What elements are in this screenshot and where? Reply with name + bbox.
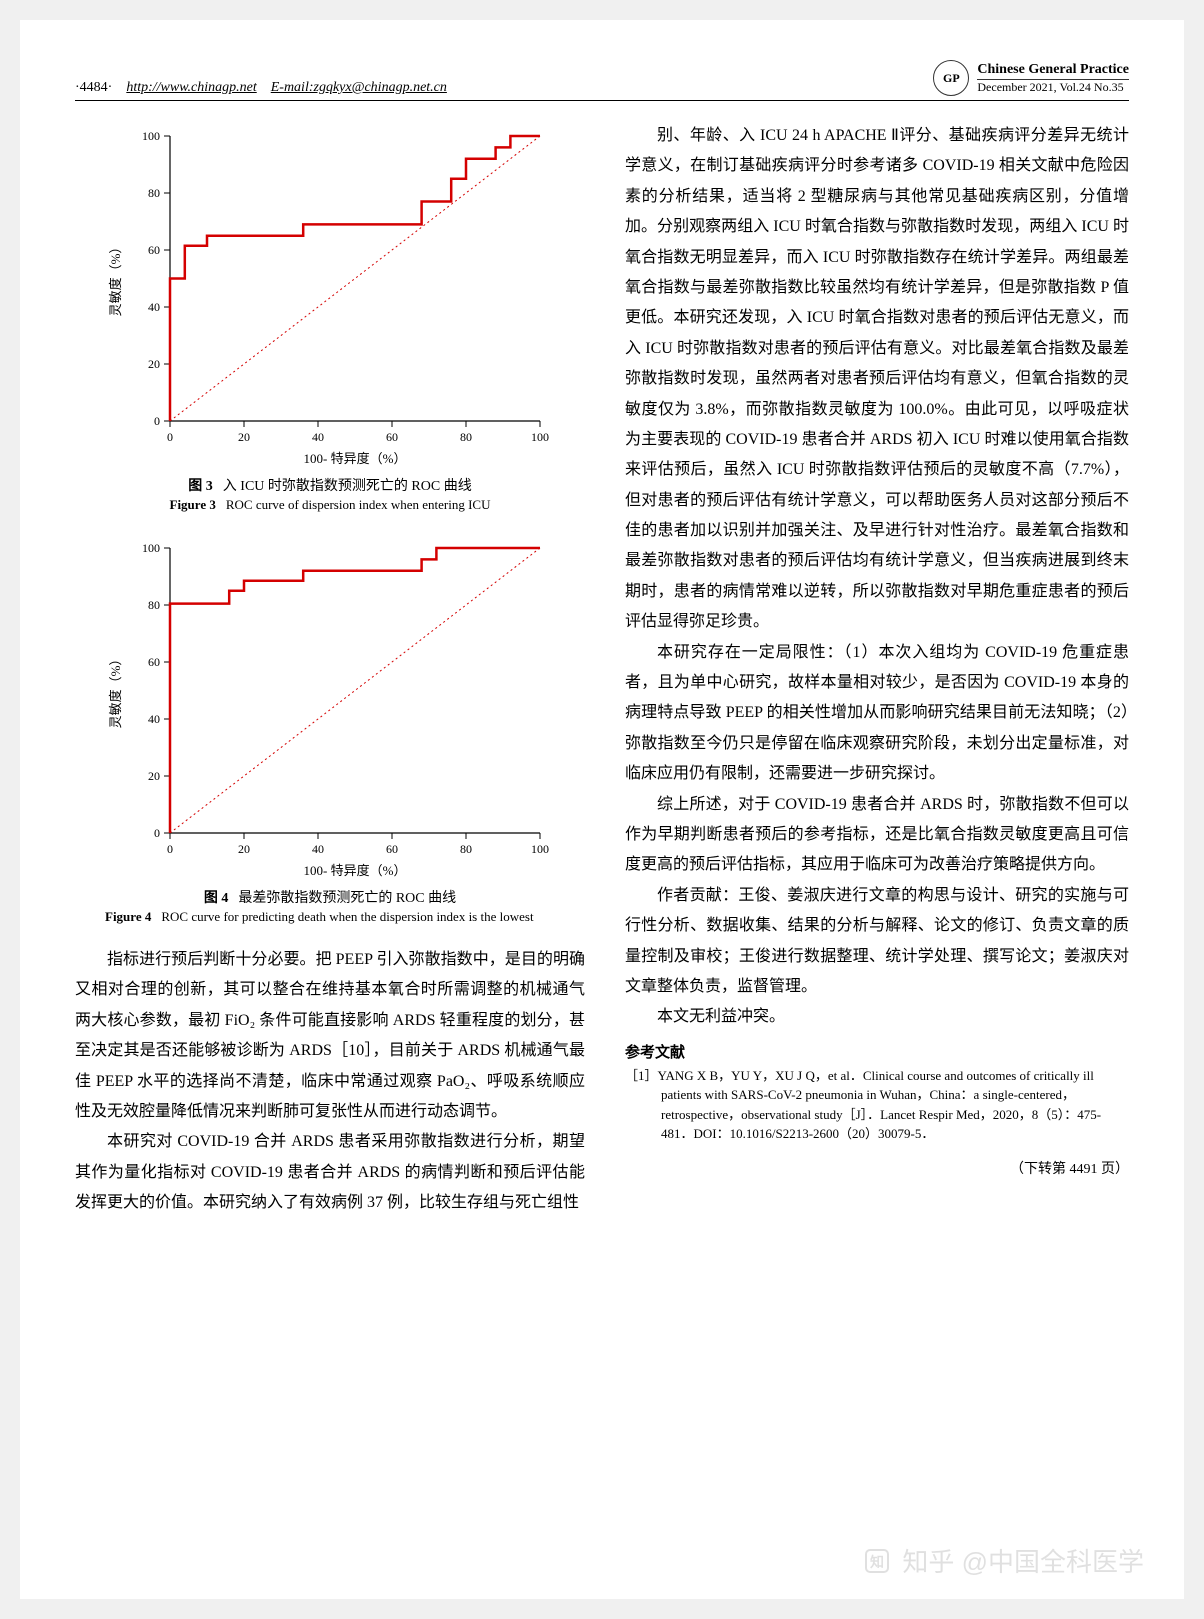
svg-text:100- 特异度（%）: 100- 特异度（%） xyxy=(304,863,407,878)
references-heading: 参考文献 xyxy=(625,1041,1129,1062)
svg-text:40: 40 xyxy=(312,430,324,444)
reference-list: ［1］YANG X B，YU Y，XU J Q，et al．Clinical c… xyxy=(625,1066,1129,1144)
svg-text:0: 0 xyxy=(167,430,173,444)
header-right: GP Chinese General Practice December 202… xyxy=(933,60,1129,96)
left-column: 0 20 40 60 80 100 0 20 40 60 80 100 100- 特异度（%） 灵敏度（%… xyxy=(75,121,585,1219)
svg-text:40: 40 xyxy=(312,842,324,856)
paragraph: 本研究对 COVID-19 合并 ARDS 患者采用弥散指数进行分析，期望其作为… xyxy=(75,1127,585,1218)
zhihu-logo-icon: 知 xyxy=(862,1546,892,1576)
figure-3-caption-en: Figure 3ROC curve of dispersion index wh… xyxy=(75,497,585,513)
paragraph: 本研究存在一定局限性：（1）本次入组均为 COVID-19 危重症患者，且为单中… xyxy=(625,638,1129,790)
paragraph: 作者贡献：王俊、姜淑庆进行文章的构思与设计、研究的实施与可行性分析、数据收集、结… xyxy=(625,881,1129,1003)
header-left: ·4484· http://www.chinagp.net E-mail:zgq… xyxy=(75,80,447,96)
continued-note: （下转第 4491 页） xyxy=(625,1158,1129,1178)
svg-text:100: 100 xyxy=(531,842,549,856)
watermark: 知 知乎 @中国全科医学 xyxy=(862,1542,1144,1579)
page-number: ·4484· xyxy=(75,80,112,95)
svg-text:100: 100 xyxy=(142,541,160,555)
svg-text:100: 100 xyxy=(531,430,549,444)
paragraph: 综上所述，对于 COVID-19 患者合并 ARDS 时，弥散指数不但可以作为早… xyxy=(625,790,1129,881)
svg-text:60: 60 xyxy=(148,243,160,257)
svg-text:灵敏度（%）: 灵敏度（%） xyxy=(108,241,123,317)
svg-text:0: 0 xyxy=(154,414,160,428)
svg-text:灵敏度（%）: 灵敏度（%） xyxy=(108,653,123,729)
figure-4-chart: 0 20 40 60 80 100 0 20 40 60 80 100 100- 特异度（%） 灵敏度（%… xyxy=(100,533,560,883)
svg-text:100- 特异度（%）: 100- 特异度（%） xyxy=(304,451,407,466)
svg-text:80: 80 xyxy=(460,842,472,856)
svg-text:80: 80 xyxy=(460,430,472,444)
paragraph: 别、年龄、入 ICU 24 h APACHE Ⅱ评分、基础疾病评分差异无统计学意… xyxy=(625,121,1129,638)
svg-text:40: 40 xyxy=(148,712,160,726)
left-body-text: 指标进行预后判断十分必要。把 PEEP 引入弥散指数中，是目的明确又相对合理的创… xyxy=(75,945,585,1219)
figure-4-caption-cn: 图 4最差弥散指数预测死亡的 ROC 曲线 xyxy=(75,887,585,907)
svg-text:0: 0 xyxy=(154,826,160,840)
journal-logo-icon: GP xyxy=(933,60,969,96)
figure-4-caption-en: Figure 4ROC curve for predicting death w… xyxy=(75,909,585,925)
figure-3-caption-cn: 图 3入 ICU 时弥散指数预测死亡的 ROC 曲线 xyxy=(75,475,585,495)
svg-text:60: 60 xyxy=(386,842,398,856)
svg-text:知: 知 xyxy=(870,1554,884,1570)
issue-line: December 2021, Vol.24 No.35 xyxy=(977,80,1129,96)
email-label: E-mail: xyxy=(271,80,314,95)
right-body-text: 别、年龄、入 ICU 24 h APACHE Ⅱ评分、基础疾病评分差异无统计学意… xyxy=(625,121,1129,1033)
svg-text:0: 0 xyxy=(167,842,173,856)
svg-text:20: 20 xyxy=(148,769,160,783)
paragraph: 本文无利益冲突。 xyxy=(625,1002,1129,1032)
svg-text:60: 60 xyxy=(148,655,160,669)
page-header: ·4484· http://www.chinagp.net E-mail:zgq… xyxy=(75,60,1129,101)
header-url: http://www.chinagp.net xyxy=(126,80,256,95)
svg-text:20: 20 xyxy=(238,842,250,856)
svg-text:60: 60 xyxy=(386,430,398,444)
right-column: 别、年龄、入 ICU 24 h APACHE Ⅱ评分、基础疾病评分差异无统计学意… xyxy=(625,121,1129,1219)
svg-text:100: 100 xyxy=(142,129,160,143)
svg-text:20: 20 xyxy=(148,357,160,371)
svg-text:80: 80 xyxy=(148,186,160,200)
reference-item: ［1］YANG X B，YU Y，XU J Q，et al．Clinical c… xyxy=(625,1066,1129,1144)
svg-text:40: 40 xyxy=(148,300,160,314)
email-value: zgqkyx@chinagp.net.cn xyxy=(314,80,447,95)
journal-page: ·4484· http://www.chinagp.net E-mail:zgq… xyxy=(20,20,1184,1599)
paragraph: 指标进行预后判断十分必要。把 PEEP 引入弥散指数中，是目的明确又相对合理的创… xyxy=(75,945,585,1127)
journal-info: Chinese General Practice December 2021, … xyxy=(977,61,1129,96)
content-columns: 0 20 40 60 80 100 0 20 40 60 80 100 100- 特异度（%） 灵敏度（%… xyxy=(75,121,1129,1219)
svg-text:20: 20 xyxy=(238,430,250,444)
figure-3: 0 20 40 60 80 100 0 20 40 60 80 100 100- 特异度（%） 灵敏度（%… xyxy=(75,121,585,513)
svg-text:80: 80 xyxy=(148,598,160,612)
figure-4: 0 20 40 60 80 100 0 20 40 60 80 100 100- 特异度（%） 灵敏度（%… xyxy=(75,533,585,925)
journal-title: Chinese General Practice xyxy=(977,61,1129,80)
figure-3-chart: 0 20 40 60 80 100 0 20 40 60 80 100 100- 特异度（%） 灵敏度（%… xyxy=(100,121,560,471)
